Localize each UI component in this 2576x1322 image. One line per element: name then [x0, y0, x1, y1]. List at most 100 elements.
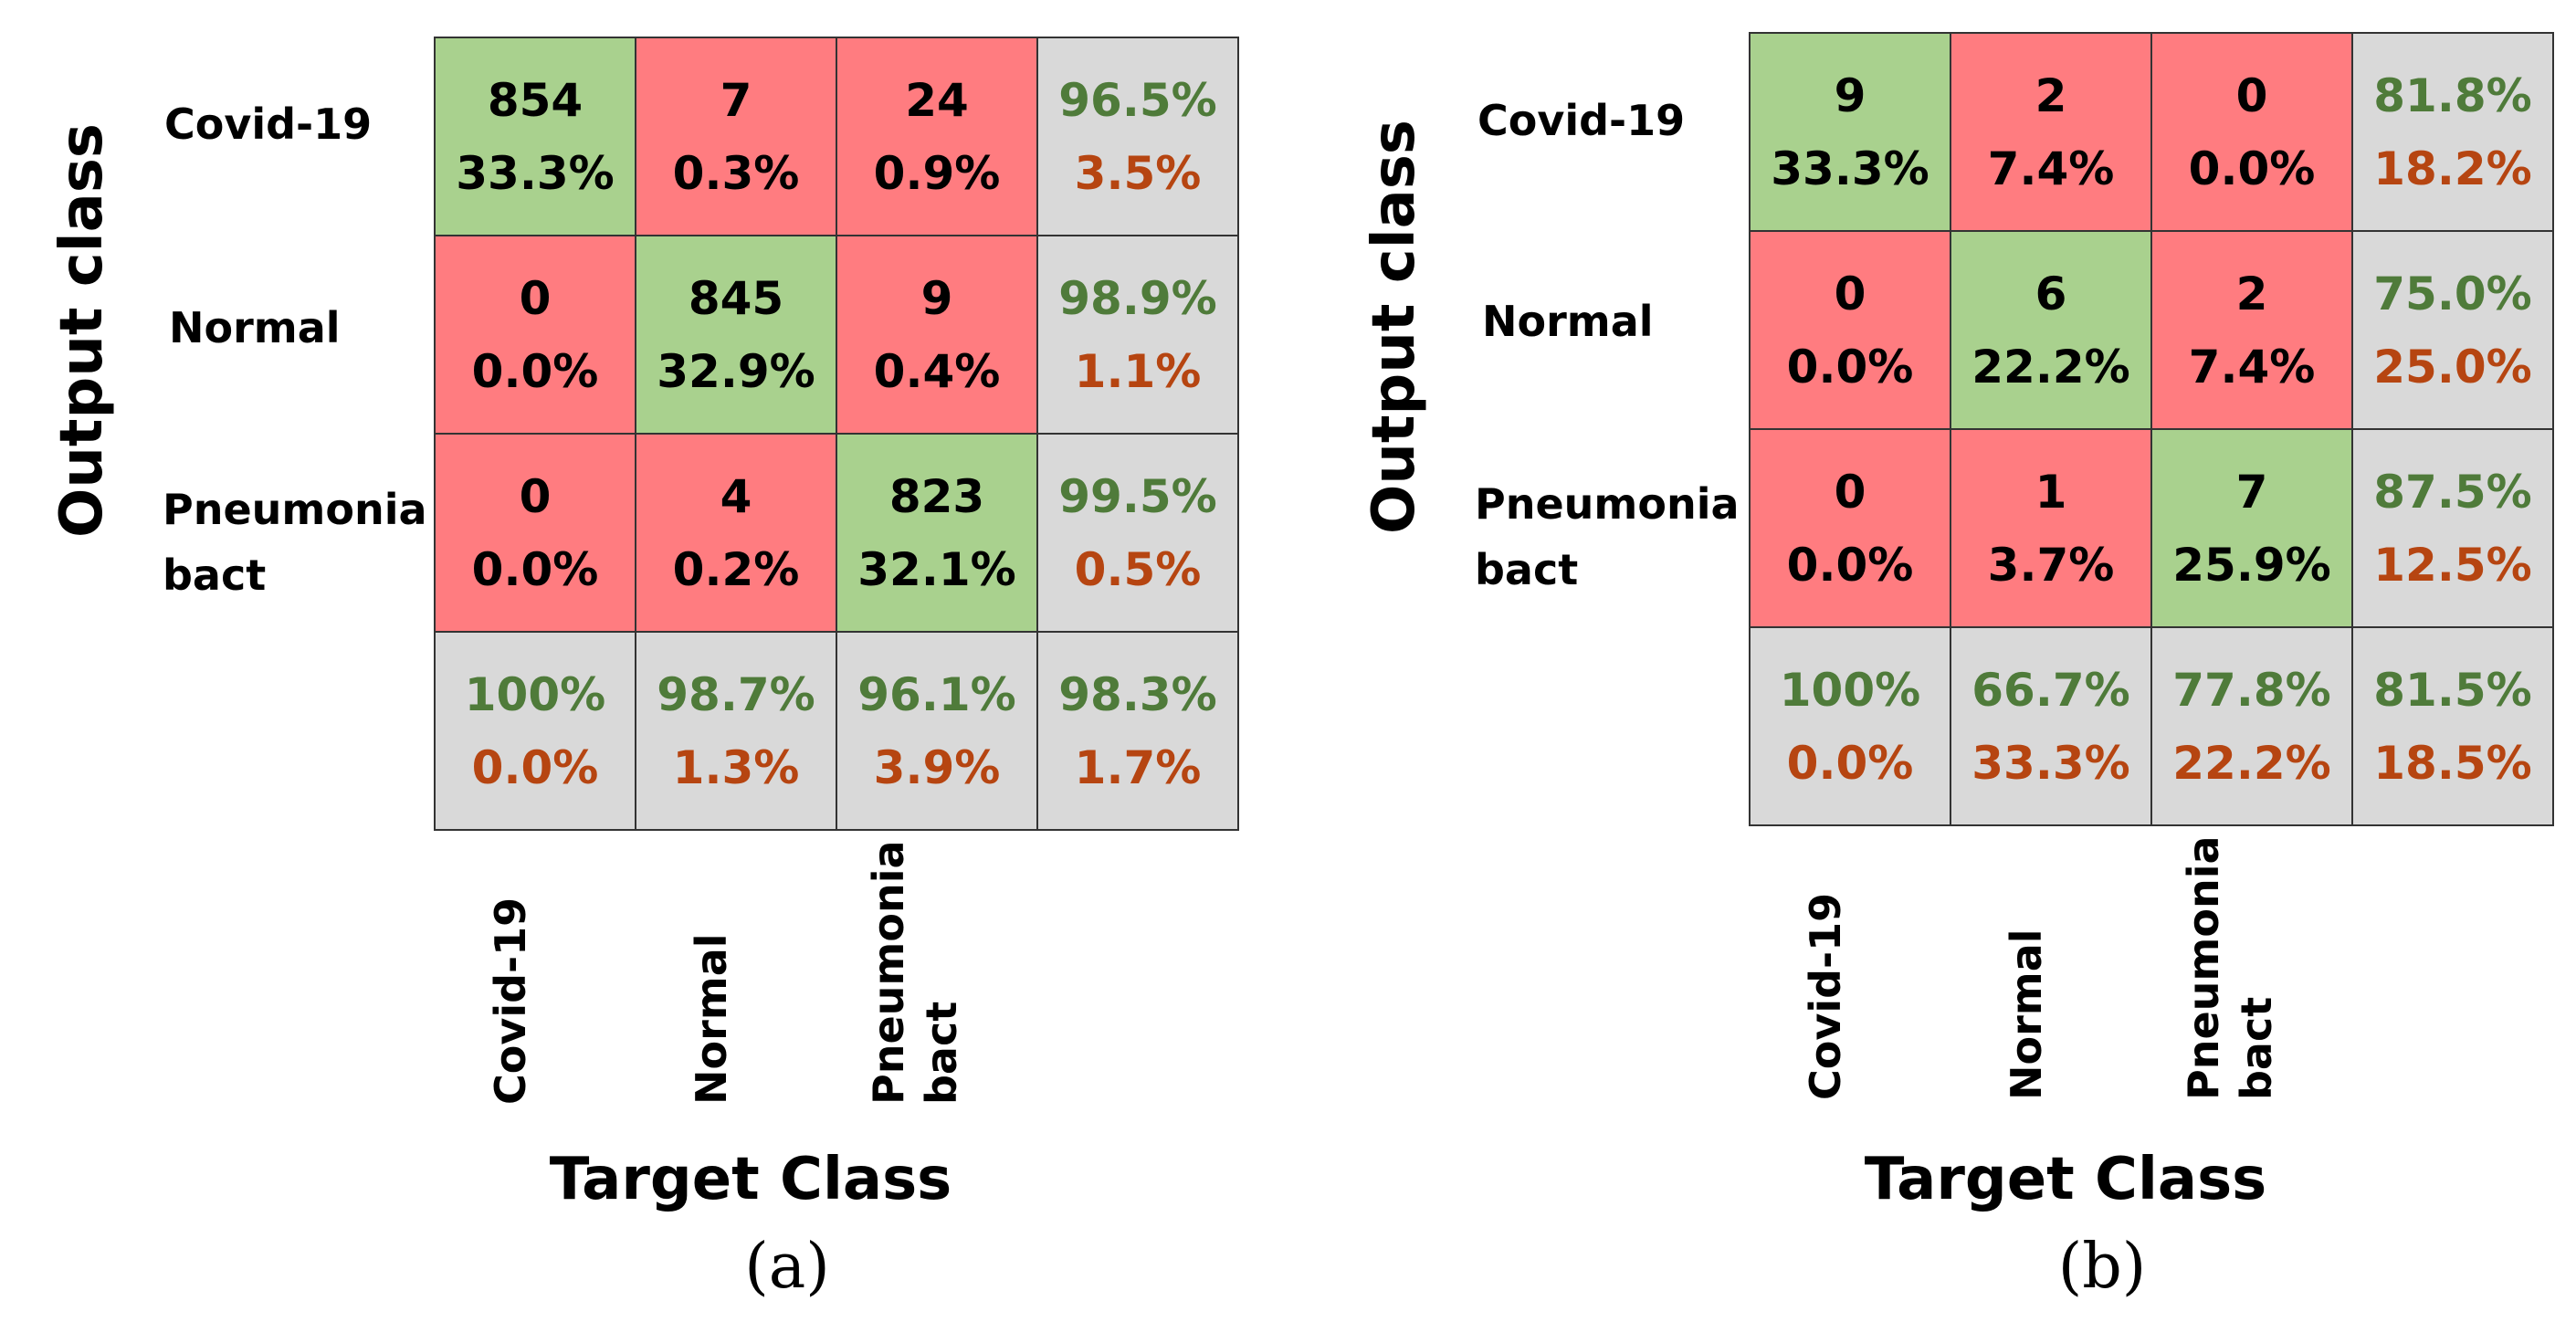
row-summary-cell: 87.5% 12.5% [2351, 428, 2554, 628]
cell-count: 7 [720, 73, 752, 127]
cell-percent: 32.9% [657, 344, 815, 398]
summary-error: 25.0% [2373, 340, 2532, 393]
confusion-matrix-a: Output class Covid-19 Normal Pneumonia b… [48, 37, 1239, 1303]
cell-count: 0 [1834, 267, 1866, 320]
matrix-cell: 2 7.4% [1950, 32, 2152, 232]
matrix-cell: 6 22.2% [1950, 230, 2152, 430]
cell-percent: 32.1% [857, 542, 1016, 596]
cell-percent: 0.2% [672, 542, 800, 596]
matrix-cell: 9 33.3% [1749, 32, 1951, 232]
row-label-covid19: Covid-19 [1477, 96, 1686, 145]
summary-error: 3.5% [1074, 146, 1202, 200]
x-axis-label: Target Class [549, 1146, 952, 1213]
matrix-cell: 0 0.0% [1749, 230, 1951, 430]
cell-count: 2 [2235, 267, 2268, 320]
y-axis-label: Output class [1361, 119, 1428, 535]
cell-count: 0 [1834, 465, 1866, 519]
matrix-cell: 7 0.3% [635, 37, 837, 236]
matrix-cell: 24 0.9% [836, 37, 1038, 236]
col-summary-cell: 98.7% 1.3% [635, 631, 837, 831]
cell-percent: 0.0% [2188, 142, 2316, 195]
col-label-covid19: Covid-19 [486, 897, 535, 1105]
summary-error: 1.3% [672, 740, 800, 794]
y-axis-label: Output class [48, 122, 116, 539]
cell-count: 9 [1834, 68, 1866, 122]
row-summary-cell: 99.5% 0.5% [1036, 433, 1239, 633]
col-summary-cell: 66.7% 33.3% [1950, 626, 2152, 826]
cell-percent: 0.0% [471, 542, 599, 596]
matrix-cell: 823 32.1% [836, 433, 1038, 633]
col-summary-cell: 77.8% 22.2% [2150, 626, 2353, 826]
summary-correct: 81.8% [2373, 68, 2532, 122]
summary-correct: 99.5% [1058, 469, 1217, 523]
cell-count: 24 [905, 73, 969, 127]
summary-error: 18.5% [2373, 736, 2532, 790]
x-axis-label: Target Class [1864, 1146, 2267, 1213]
matrix-cell: 854 33.3% [434, 37, 636, 236]
row-label-covid19: Covid-19 [164, 100, 373, 149]
row-label-normal: Normal [169, 303, 341, 352]
matrix-cell: 0 0.0% [434, 433, 636, 633]
cell-percent: 22.2% [1971, 340, 2130, 393]
summary-correct: 100% [1779, 663, 1921, 717]
summary-correct: 75.0% [2373, 267, 2532, 320]
cell-percent: 0.0% [471, 344, 599, 398]
confusion-matrix-b: Output class Covid-19 Normal Pneumonia b… [1315, 0, 2576, 1322]
col-label-normal: Normal [687, 933, 736, 1105]
summary-correct: 87.5% [2373, 465, 2532, 519]
row-label-pneumonia-bact: Pneumonia bact [163, 485, 427, 600]
summary-correct: 98.7% [657, 667, 815, 721]
matrix-cell: 0 0.0% [1749, 428, 1951, 628]
matrix-cell: 4 0.2% [635, 433, 837, 633]
col-summary-cell: 100% 0.0% [434, 631, 636, 831]
cell-percent: 7.4% [2188, 340, 2316, 393]
row-summary-cell: 98.9% 1.1% [1036, 235, 1239, 435]
cell-count: 2 [2035, 68, 2067, 122]
matrix-grid: 854 33.3% 7 0.3% 24 0.9% 96.5% 3.5% 0 0.0% 845 32.9… [434, 37, 1239, 831]
summary-error: 22.2% [2172, 736, 2331, 790]
cell-count: 854 [487, 73, 584, 127]
matrix-grid: 9 33.3% 2 7.4% 0 0.0% 81.8% 18.2% 0 0.0% 6 22.2% 2 7.… [1749, 32, 2554, 826]
matrix-cell: 1 3.7% [1950, 428, 2152, 628]
summary-correct: 96.5% [1058, 73, 1217, 127]
cell-count: 0 [519, 271, 552, 325]
row-label-normal: Normal [1482, 297, 1654, 346]
col-label-pneumonia-bact: Pneumonia bact [864, 840, 966, 1106]
cell-count: 0 [2235, 68, 2268, 122]
cell-count: 823 [888, 469, 985, 523]
cell-count: 1 [2035, 465, 2067, 519]
col-label-covid19: Covid-19 [1801, 892, 1850, 1100]
summary-error: 0.0% [471, 740, 599, 794]
summary-error: 33.3% [1971, 736, 2130, 790]
col-label-pneumonia-bact: Pneumonia bact [2179, 835, 2281, 1101]
matrix-cell: 845 32.9% [635, 235, 837, 435]
cell-percent: 0.4% [873, 344, 1001, 398]
summary-correct: 98.9% [1058, 271, 1217, 325]
cell-percent: 7.4% [1987, 142, 2115, 195]
panel-caption: (a) [744, 1231, 830, 1303]
cell-count: 4 [720, 469, 752, 523]
row-summary-cell: 81.8% 18.2% [2351, 32, 2554, 232]
matrix-cell: 0 0.0% [2150, 32, 2353, 232]
col-summary-cell: 96.1% 3.9% [836, 631, 1038, 831]
col-summary-cell: 100% 0.0% [1749, 626, 1951, 826]
cell-count: 0 [519, 469, 552, 523]
cell-percent: 0.9% [873, 146, 1001, 200]
summary-error: 3.9% [873, 740, 1001, 794]
summary-error: 12.5% [2373, 538, 2532, 592]
cell-percent: 3.7% [1987, 538, 2115, 592]
row-label-pneumonia-bact: Pneumonia bact [1475, 479, 1740, 594]
cell-percent: 0.3% [672, 146, 800, 200]
row-summary-cell: 75.0% 25.0% [2351, 230, 2554, 430]
cell-percent: 33.3% [1771, 142, 1929, 195]
summary-error: 0.5% [1074, 542, 1202, 596]
summary-correct: 66.7% [1971, 663, 2130, 717]
overall-accuracy-cell: 98.3% 1.7% [1036, 631, 1239, 831]
summary-error: 0.0% [1786, 736, 1914, 790]
cell-count: 7 [2235, 465, 2268, 519]
matrix-cell: 2 7.4% [2150, 230, 2353, 430]
cell-count: 9 [920, 271, 953, 325]
summary-error: 1.1% [1074, 344, 1202, 398]
summary-correct: 96.1% [857, 667, 1016, 721]
cell-percent: 0.0% [1786, 340, 1914, 393]
